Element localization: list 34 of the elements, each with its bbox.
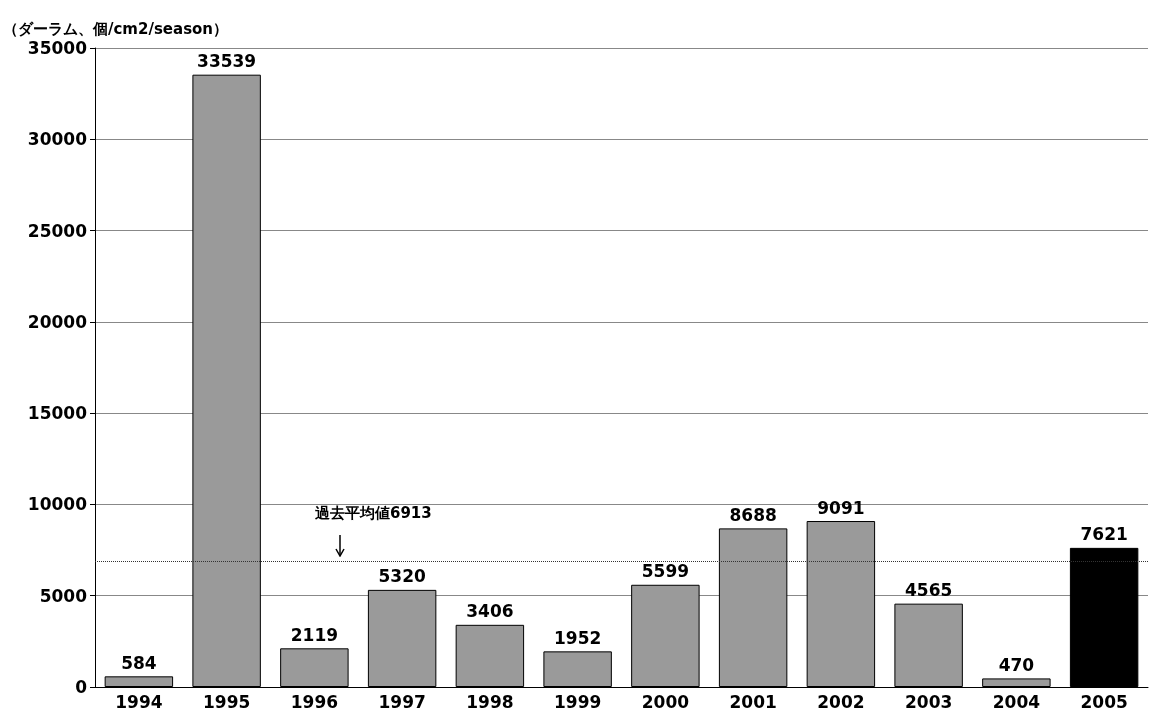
- x-tick-label: 2000: [641, 691, 690, 712]
- data-label: 33539: [197, 51, 257, 72]
- x-tick-label: 1995: [202, 691, 251, 712]
- x-tick-label: 2002: [817, 691, 865, 712]
- y-tick-label: 0: [75, 677, 88, 697]
- x-tick-label: 2001: [729, 691, 777, 712]
- y-tick-label: 35000: [27, 38, 88, 58]
- x-tick-label: 1999: [553, 691, 602, 712]
- x-tick-label: 1998: [466, 691, 514, 712]
- y-tick-label: 15000: [27, 403, 88, 424]
- x-tick-label: 1997: [378, 691, 426, 712]
- x-tick-label: 2004: [992, 691, 1041, 712]
- y-axis-title: （ダーラム、個/cm2/season）: [3, 19, 229, 38]
- data-label: 1952: [553, 627, 602, 648]
- y-tick-label: 5000: [39, 585, 88, 606]
- data-label: 8688: [729, 504, 777, 525]
- data-label: 9091: [817, 497, 865, 518]
- ref-line-label: 過去平均値6913: [314, 504, 432, 523]
- data-label: 2119: [290, 624, 339, 645]
- data-label: 470: [998, 654, 1035, 675]
- y-tick-label: 25000: [27, 220, 88, 241]
- x-tick-label: 1996: [290, 691, 339, 712]
- data-label: 5599: [641, 561, 690, 582]
- y-tick-label: 30000: [27, 129, 88, 150]
- data-label: 3406: [466, 601, 514, 622]
- data-label: 4565: [904, 580, 953, 601]
- data-label: 5320: [378, 566, 426, 587]
- x-tick-label: 2005: [1080, 691, 1128, 712]
- y-tick-label: 10000: [27, 494, 88, 515]
- data-label: 7621: [1080, 524, 1128, 545]
- data-label: 584: [121, 652, 157, 673]
- x-tick-label: 2003: [904, 691, 953, 712]
- y-tick-label: 20000: [27, 311, 88, 332]
- x-tick-label: 1994: [115, 691, 163, 712]
